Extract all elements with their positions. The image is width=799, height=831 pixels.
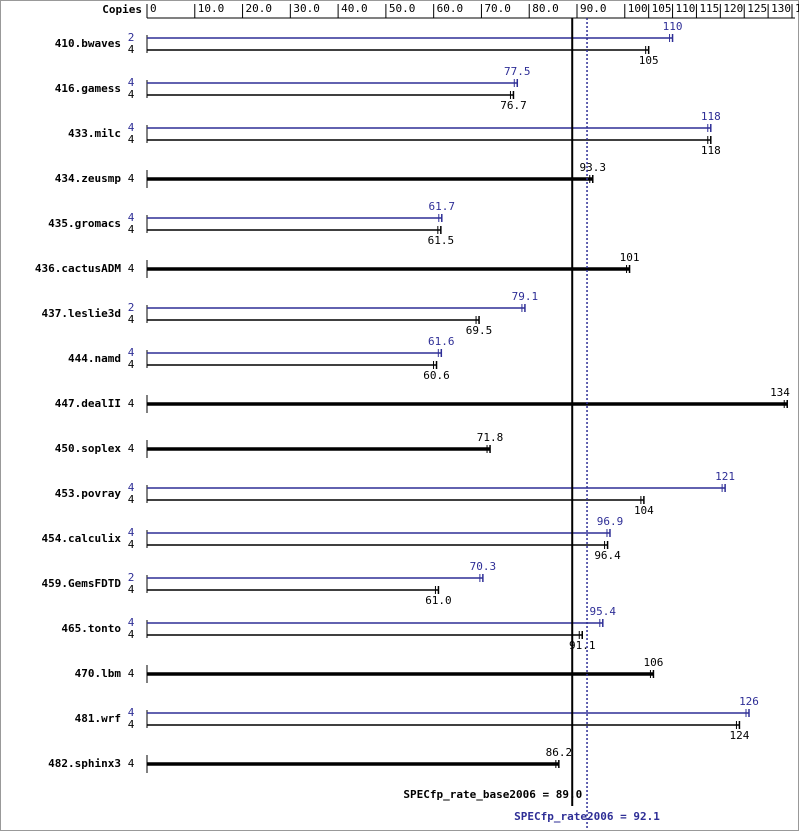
benchmark-label: 435.gromacs: [48, 217, 121, 230]
value-label: 106: [644, 656, 664, 669]
value-label: 79.1: [512, 290, 539, 303]
benchmark-label: 450.soplex: [55, 442, 122, 455]
value-label: 61.0: [425, 594, 452, 607]
x-tick-label: 130: [771, 2, 791, 15]
benchmark-label: 465.tonto: [61, 622, 121, 635]
x-tick-label: 70.0: [484, 2, 511, 15]
value-label: 101: [620, 251, 640, 264]
benchmark-label: 453.povray: [55, 487, 122, 500]
x-tick-label: 30.0: [293, 2, 320, 15]
copies-label: 4: [128, 346, 135, 359]
copies-label: 4: [128, 223, 135, 236]
value-label: 126: [739, 695, 759, 708]
x-tick-label: 40.0: [341, 2, 368, 15]
benchmark-label: 470.lbm: [75, 667, 122, 680]
copies-label: 4: [128, 397, 135, 410]
value-label: 134: [770, 386, 790, 399]
value-label: 61.7: [429, 200, 456, 213]
copies-label: 2: [128, 31, 135, 44]
value-label: 86.2: [546, 746, 573, 759]
benchmark-label: 437.leslie3d: [42, 307, 121, 320]
copies-label: 4: [128, 493, 135, 506]
benchmark-label: 444.namd: [68, 352, 121, 365]
benchmark-label: 434.zeusmp: [55, 172, 122, 185]
value-label: 76.7: [500, 99, 527, 112]
copies-label: 4: [128, 757, 135, 770]
x-tick-label: 90.0: [580, 2, 607, 15]
value-label: 110: [663, 20, 683, 33]
copies-label: 2: [128, 301, 135, 314]
x-tick-label: 0: [150, 2, 157, 15]
copies-label: 4: [128, 481, 135, 494]
copies-label: 4: [128, 43, 135, 56]
copies-label: 4: [128, 358, 135, 371]
benchmark-label: 436.cactusADM: [35, 262, 121, 275]
copies-label: 4: [128, 628, 135, 641]
value-label: 77.5: [504, 65, 531, 78]
benchmark-label: 433.milc: [68, 127, 121, 140]
copies-label: 4: [128, 538, 135, 551]
value-label: 118: [701, 110, 721, 123]
x-tick-label: 10.0: [198, 2, 225, 15]
copies-label: 4: [128, 262, 135, 275]
x-tick-label: 135: [795, 2, 799, 15]
value-label: 60.6: [423, 369, 450, 382]
copies-label: 4: [128, 667, 135, 680]
copies-label: 4: [128, 313, 135, 326]
copies-label: 4: [128, 211, 135, 224]
value-label: 71.8: [477, 431, 504, 444]
benchmark-label: 447.dealII: [55, 397, 121, 410]
x-tick-label: 50.0: [389, 2, 416, 15]
copies-label: 4: [128, 133, 135, 146]
value-label: 105: [639, 54, 659, 67]
value-label: 124: [730, 729, 750, 742]
x-tick-label: 110: [676, 2, 696, 15]
x-tick-label: 125: [747, 2, 767, 15]
copies-label: 2: [128, 571, 135, 584]
reference-label: SPECfp_rate_base2006 = 89.0: [403, 788, 582, 801]
value-label: 96.9: [597, 515, 624, 528]
copies-label: 4: [128, 121, 135, 134]
benchmark-label: 481.wrf: [75, 712, 121, 725]
benchmark-label: 482.sphinx3: [48, 757, 121, 770]
value-label: 121: [715, 470, 735, 483]
value-label: 69.5: [466, 324, 493, 337]
copies-label: 4: [128, 76, 135, 89]
copies-header: Copies: [102, 3, 142, 16]
value-label: 93.3: [580, 161, 607, 174]
x-tick-label: 120: [723, 2, 743, 15]
value-label: 70.3: [470, 560, 497, 573]
benchmark-label: 410.bwaves: [55, 37, 121, 50]
value-label: 104: [634, 504, 654, 517]
x-tick-label: 60.0: [437, 2, 464, 15]
x-tick-label: 20.0: [246, 2, 272, 15]
copies-label: 4: [128, 526, 135, 539]
benchmark-label: 416.gamess: [55, 82, 121, 95]
x-tick-label: 105: [652, 2, 672, 15]
value-label: 91.1: [569, 639, 596, 652]
copies-label: 4: [128, 442, 135, 455]
value-label: 95.4: [590, 605, 617, 618]
reference-label: SPECfp_rate2006 = 92.1: [514, 810, 660, 823]
copies-label: 4: [128, 583, 135, 596]
value-label: 118: [701, 144, 721, 157]
x-tick-label: 80.0: [532, 2, 559, 15]
value-label: 96.4: [594, 549, 621, 562]
value-label: 61.5: [428, 234, 455, 247]
copies-label: 4: [128, 706, 135, 719]
copies-label: 4: [128, 718, 135, 731]
x-tick-label: 100: [628, 2, 648, 15]
value-label: 61.6: [428, 335, 455, 348]
copies-label: 4: [128, 616, 135, 629]
benchmark-label: 454.calculix: [42, 532, 122, 545]
copies-label: 4: [128, 172, 135, 185]
x-tick-label: 115: [699, 2, 719, 15]
copies-label: 4: [128, 88, 135, 101]
benchmark-label: 459.GemsFDTD: [42, 577, 122, 590]
